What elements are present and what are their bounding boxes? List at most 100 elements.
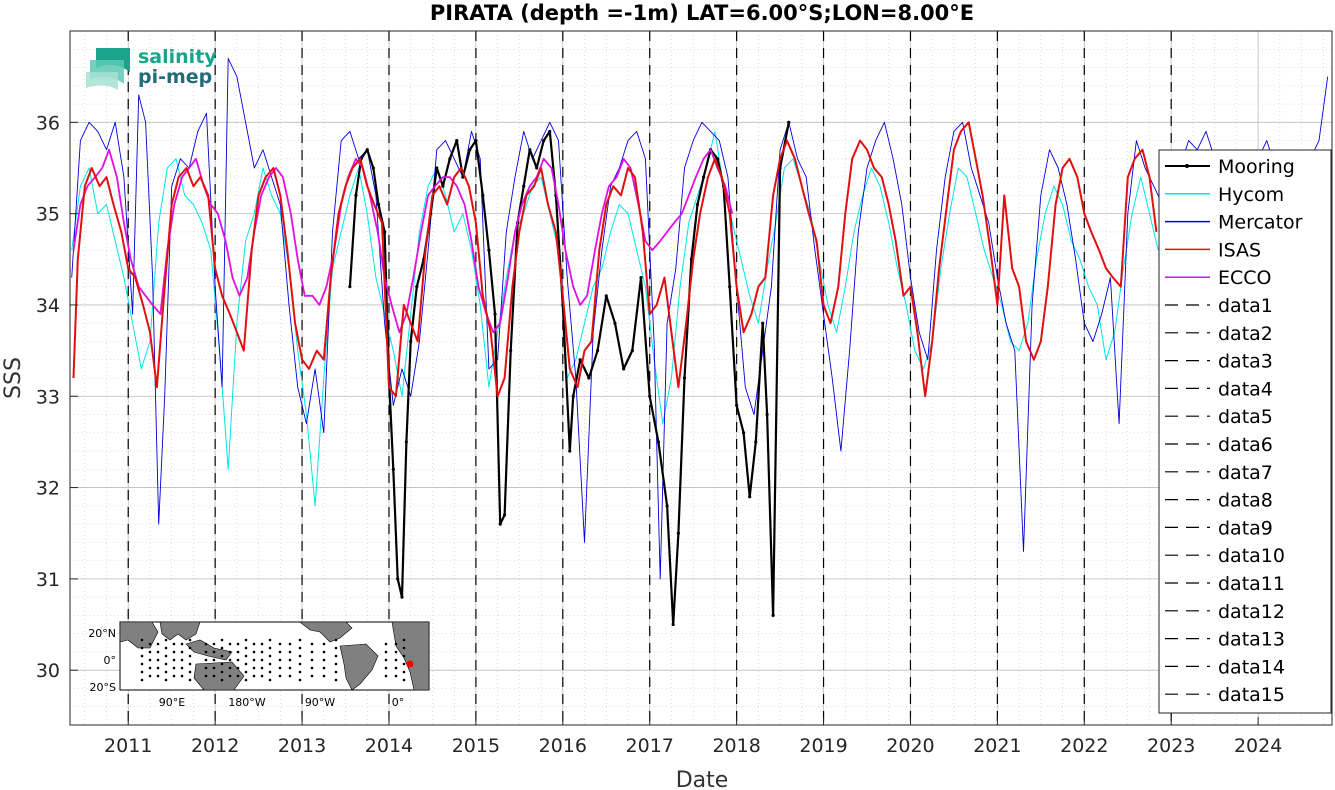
mooring-point	[400, 595, 404, 599]
mooring-point	[509, 349, 513, 353]
mooring-point	[671, 622, 675, 627]
mooring-dot	[310, 658, 314, 662]
mooring-point	[771, 613, 775, 618]
logo-text-salinity: salinity	[138, 46, 217, 68]
x-tick-label: 2022	[1060, 735, 1108, 757]
mooring-dot	[298, 654, 302, 658]
mooring-dot	[172, 666, 176, 670]
mooring-dot	[156, 650, 160, 654]
legend-entry-data14: data14	[1218, 656, 1285, 678]
mooring-dot	[236, 650, 240, 654]
mooring-dot	[212, 666, 216, 670]
y-tick-label: 35	[36, 204, 60, 226]
mooring-dot	[260, 642, 264, 646]
mooring-dot	[334, 670, 338, 674]
mooring-dot	[212, 642, 216, 646]
lat-label: 0°	[104, 654, 117, 667]
legend-swatch-marker	[1185, 164, 1189, 168]
mooring-point	[528, 148, 532, 152]
mooring-dot	[402, 662, 406, 666]
mooring-dot	[402, 678, 406, 682]
mooring-dot	[156, 674, 160, 678]
mooring-point	[761, 321, 765, 325]
mooring-dot	[220, 646, 224, 650]
x-tick-label: 2014	[365, 735, 413, 757]
mooring-dot	[140, 662, 144, 666]
mooring-dot	[268, 670, 272, 674]
mooring-point	[656, 440, 661, 444]
mooring-point	[587, 376, 591, 380]
mooring-point	[481, 193, 485, 197]
mooring-dot	[180, 666, 184, 670]
mooring-dot	[172, 642, 176, 646]
lon-label: 180°W	[228, 696, 265, 709]
selected-mooring-marker	[406, 660, 414, 668]
mooring-dot	[288, 666, 292, 670]
x-tick-label: 2016	[539, 735, 587, 757]
y-ticks: 30 31 32 33 34 35 36	[36, 112, 78, 682]
mooring-dot	[204, 658, 208, 662]
mooring-dot	[394, 650, 398, 654]
x-tick-label: 2018	[712, 735, 760, 757]
mooring-dot	[310, 674, 314, 678]
mooring-dot	[140, 638, 144, 642]
mooring-point	[455, 138, 459, 143]
mooring-point	[404, 440, 408, 444]
mooring-dot	[188, 638, 192, 642]
mooring-locations	[140, 638, 406, 682]
mooring-dot	[322, 666, 326, 670]
mooring-point	[548, 129, 552, 134]
mooring-dot	[394, 674, 398, 678]
mooring-dot	[212, 674, 216, 678]
mooring-dot	[384, 642, 388, 646]
mooring-point	[474, 138, 478, 143]
legend-entry-data8: data8	[1218, 490, 1273, 512]
legend-entry-data5: data5	[1218, 406, 1273, 428]
mooring-point	[595, 349, 600, 353]
mooring-point	[665, 504, 669, 508]
mooring-dot	[244, 670, 248, 674]
mooring-dot	[188, 662, 192, 666]
legend-entry-data10: data10	[1218, 545, 1285, 567]
legend-entry-mooring: Mooring	[1218, 156, 1295, 178]
mooring-dot	[148, 658, 152, 662]
mooring-dot	[164, 662, 168, 666]
lat-label: 20°S	[90, 681, 116, 694]
mooring-point	[715, 157, 720, 161]
mooring-dot	[236, 666, 240, 670]
mooring-dot	[148, 674, 152, 678]
mooring-dot	[252, 650, 256, 654]
mooring-point	[765, 412, 769, 417]
mooring-dot	[278, 642, 282, 646]
mooring-dot	[164, 638, 168, 642]
mooring-point	[622, 367, 626, 371]
mooring-point	[371, 166, 375, 170]
x-tick-label: 2024	[1234, 735, 1282, 757]
legend-entry-data1: data1	[1218, 295, 1273, 317]
mooring-point	[493, 312, 497, 316]
mooring-dot	[156, 658, 160, 662]
legend-entry-data7: data7	[1218, 462, 1273, 484]
x-tick-label: 2013	[278, 735, 326, 757]
mooring-point	[648, 394, 652, 398]
mooring-dot	[252, 658, 256, 662]
mooring-point	[487, 248, 491, 252]
mooring-point	[383, 230, 387, 234]
legend-entry-mercator: Mercator	[1218, 212, 1303, 234]
mooring-dot	[384, 674, 388, 678]
mooring-dot	[228, 642, 232, 646]
mooring-dot	[204, 650, 208, 654]
x-tick-label: 2011	[104, 735, 152, 757]
mooring-dot	[172, 658, 176, 662]
x-tick-label: 2017	[626, 735, 674, 757]
mooring-dot	[244, 662, 248, 666]
mooring-dot	[148, 642, 152, 646]
legend-entry-data13: data13	[1218, 629, 1285, 651]
legend-entry-data11: data11	[1218, 573, 1285, 595]
mooring-dot	[244, 654, 248, 658]
y-tick-label: 30	[36, 660, 60, 682]
mooring-dot	[244, 646, 248, 650]
lon-label: 90°W	[305, 696, 335, 709]
mooring-point	[435, 166, 439, 170]
mooring-point	[571, 394, 575, 398]
